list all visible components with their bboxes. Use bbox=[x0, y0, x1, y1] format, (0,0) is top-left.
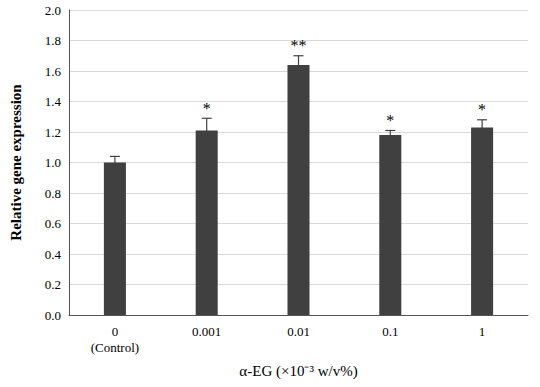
svg-text:0.4: 0.4 bbox=[45, 247, 62, 262]
svg-text:1.0: 1.0 bbox=[45, 155, 61, 170]
svg-text:*: * bbox=[203, 100, 211, 117]
svg-text:0: 0 bbox=[112, 324, 119, 339]
svg-text:Relative gene expression: Relative gene expression bbox=[8, 84, 24, 241]
svg-text:0.01: 0.01 bbox=[287, 324, 310, 339]
svg-text:0.0: 0.0 bbox=[45, 308, 61, 323]
svg-text:1.2: 1.2 bbox=[45, 125, 61, 140]
svg-text:*: * bbox=[386, 112, 394, 129]
svg-text:1.4: 1.4 bbox=[45, 94, 62, 109]
svg-text:0.2: 0.2 bbox=[45, 277, 61, 292]
svg-text:*: * bbox=[478, 101, 486, 118]
svg-text:α-EG (×10⁻³ w/v%): α-EG (×10⁻³ w/v%) bbox=[239, 363, 357, 380]
svg-text:**: ** bbox=[291, 37, 307, 54]
svg-text:0.6: 0.6 bbox=[45, 216, 62, 231]
svg-text:1.6: 1.6 bbox=[45, 64, 62, 79]
svg-text:1: 1 bbox=[479, 324, 486, 339]
svg-text:2.0: 2.0 bbox=[45, 3, 61, 18]
svg-text:0.8: 0.8 bbox=[45, 186, 61, 201]
svg-text:1.8: 1.8 bbox=[45, 33, 61, 48]
svg-text:0.1: 0.1 bbox=[382, 324, 398, 339]
svg-text:(Control): (Control) bbox=[91, 340, 139, 355]
svg-text:0.001: 0.001 bbox=[192, 324, 221, 339]
